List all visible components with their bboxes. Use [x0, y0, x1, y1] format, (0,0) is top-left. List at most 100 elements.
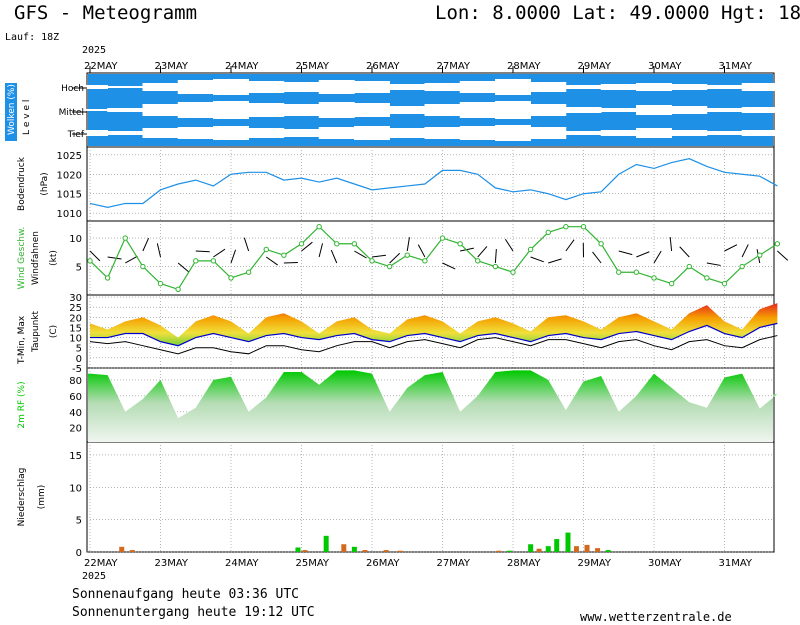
ytick-label-pressure: 1010 [57, 209, 82, 220]
wind-speed-point [686, 263, 692, 270]
wind-barb [494, 248, 497, 264]
wind-barb [477, 246, 488, 258]
cloud-cover-cell [424, 104, 461, 116]
wind-barb [156, 243, 161, 258]
wind-speed-point [774, 241, 781, 247]
cloud-ylabel-bg [5, 83, 17, 141]
wind-barb [330, 249, 338, 264]
cloud-cover-cell [72, 130, 108, 136]
cloud-cover-cell [354, 81, 390, 93]
precip-bar [584, 544, 590, 552]
precip-bar [362, 550, 368, 552]
cloud-cover-cell [142, 128, 179, 138]
precip-bar [573, 546, 579, 552]
year-label-top: 2025 [82, 45, 107, 56]
cloud-cover-cell [600, 130, 637, 136]
wind-barb [195, 250, 210, 253]
cloud-cover-cell [459, 126, 496, 140]
date-label-top: 27MAY [437, 61, 471, 72]
wind-speed-point [210, 258, 217, 264]
wind-speed-point [598, 241, 604, 247]
wind-speed-point [545, 229, 551, 236]
wind-speed-point [316, 223, 322, 230]
wind-barb [679, 246, 690, 258]
cloud-cover-cell [283, 129, 320, 137]
website-link[interactable]: www.wetterzentrale.de [580, 610, 732, 624]
date-label-bottom: 23MAY [155, 558, 189, 569]
wind-barb [442, 262, 456, 270]
wind-speed-point [739, 263, 745, 270]
ytick-label-temperature: 30 [69, 293, 82, 304]
cloud-ylabel: Wolken (%) [7, 84, 17, 135]
meteogram-title: GFS - Meteogramm [14, 2, 198, 24]
cloud-cover-cell [389, 106, 426, 114]
date-label-top: 30MAY [648, 61, 682, 72]
wind-speed-point [422, 258, 428, 264]
cloud-cover-cell [636, 105, 672, 115]
cloud-cover-cell [107, 108, 144, 112]
precip-bar [302, 550, 308, 552]
wind-barb [460, 247, 474, 252]
cloud-cover-cell [459, 102, 496, 118]
precip-bar [545, 546, 551, 552]
ylabel-pressure: (hPa) [40, 172, 50, 195]
panel-frame-precipitation [86, 441, 775, 553]
ytick-label-pressure: 1020 [57, 170, 82, 181]
wind-barb [107, 256, 122, 260]
ytick-label-temperature: 20 [69, 313, 82, 324]
cloud-cover-cell [318, 102, 355, 118]
wind-barb [213, 248, 226, 258]
temp-min-line [90, 322, 778, 347]
precip-bar [506, 550, 512, 552]
wind-barb [530, 256, 544, 263]
date-label-bottom: 29MAY [578, 558, 612, 569]
cloud-level-label: Mittel [59, 108, 84, 118]
precip-bar [528, 544, 534, 552]
cloud-cover-cell [283, 104, 320, 116]
wind-speed-point [510, 269, 516, 275]
cloud-cover-cell [636, 83, 672, 91]
wind-speed-point [668, 280, 675, 287]
precip-bar [295, 547, 301, 552]
pressure-series-line [89, 158, 778, 208]
wind-barb [406, 237, 410, 252]
ylabel-temperature: (C) [49, 325, 59, 338]
cloud-cover-cell [495, 125, 531, 141]
wind-speed-point [263, 246, 269, 253]
wind-barb [301, 241, 313, 252]
wind-speed-point [457, 241, 463, 247]
ylabel-precipitation: (mm) [37, 485, 47, 510]
date-label-top: 29MAY [578, 61, 612, 72]
coordinates-readout: Lon: 8.0000 Lat: 49.0000 Hgt: 18 [435, 2, 800, 24]
wind-barb [243, 237, 250, 252]
date-label-top: 25MAY [296, 61, 330, 72]
wind-barb [777, 250, 789, 261]
cloud-cover-cell [741, 83, 778, 91]
precip-bar [397, 550, 403, 552]
wind-speed-point [475, 258, 481, 264]
cloud-cover-cell [741, 130, 778, 136]
wind-speed-point [757, 252, 763, 258]
wind-speed-point [580, 223, 587, 230]
wind-speed-point [298, 241, 305, 247]
cloud-cover-cell [142, 104, 179, 116]
cloud-cover-cell [565, 107, 602, 113]
humidity-area [88, 370, 778, 442]
wind-speed-point [334, 241, 340, 247]
wind-barb [669, 237, 673, 252]
wind-barb [653, 250, 662, 264]
ytick-label-precipitation: 0 [76, 548, 82, 559]
date-label-bottom: 22MAY [84, 558, 118, 569]
cloud-cover-cell [213, 79, 249, 95]
precip-bar [351, 546, 357, 552]
precip-bar [496, 550, 502, 552]
wind-speed-point [527, 246, 534, 253]
cloud-cover-cell [177, 127, 214, 139]
ylabel-humidity: 2m RF (%) [17, 381, 27, 428]
cloud-cover-cell [177, 80, 214, 94]
cloud-cover-cell [318, 80, 355, 94]
cloud-cover-cell [389, 128, 426, 138]
wind-barb [724, 244, 738, 252]
date-label-bottom: 24MAY [225, 558, 259, 569]
wind-speed-point [87, 258, 93, 264]
